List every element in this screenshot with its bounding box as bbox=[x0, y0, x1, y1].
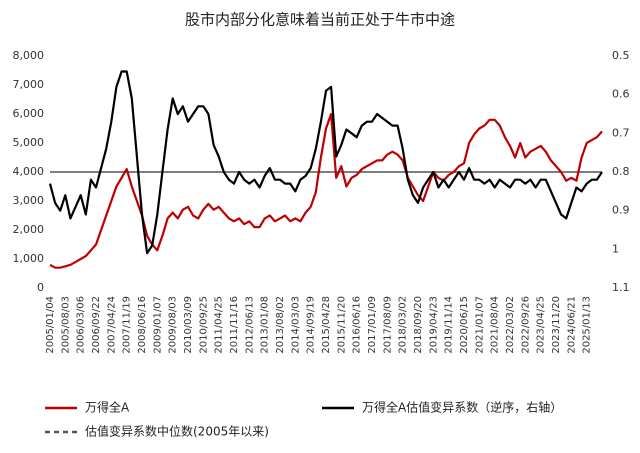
x-tick-label: 2007/11/19 bbox=[122, 296, 133, 354]
x-tick-label: 2022/03/02 bbox=[505, 296, 516, 354]
y-tick-label: 1,000 bbox=[13, 252, 45, 265]
y-tick-label: 2,000 bbox=[13, 223, 45, 236]
x-tick-label: 2023/04/25 bbox=[536, 296, 547, 354]
chart-title: 股市内部分化意味着当前正处于牛市中途 bbox=[185, 11, 455, 29]
y-tick-label: 6,000 bbox=[13, 107, 45, 120]
x-tick-label: 2017/08/09 bbox=[382, 296, 393, 354]
y-tick-label: 0 bbox=[37, 281, 44, 294]
x-tick-label: 2018/09/20 bbox=[413, 296, 424, 354]
legend-label: 万得全A bbox=[85, 400, 130, 415]
x-tick-label: 2008/06/16 bbox=[137, 296, 148, 354]
x-tick-label: 2021/08/04 bbox=[490, 296, 501, 354]
x-tick-label: 2009/01/07 bbox=[152, 296, 163, 354]
x-tick-label: 2022/09/26 bbox=[520, 296, 531, 354]
y-tick-label: 5,000 bbox=[13, 136, 45, 149]
x-tick-label: 2019/04/23 bbox=[428, 296, 439, 354]
y2-tick-label: 1 bbox=[612, 242, 619, 255]
x-tick-label: 2005/01/04 bbox=[45, 296, 56, 354]
x-tick-label: 2025/01/13 bbox=[582, 296, 593, 354]
x-tick-label: 2014/03/03 bbox=[290, 296, 301, 354]
y2-tick-label: 0.8 bbox=[612, 165, 630, 178]
x-tick-label: 2015/11/20 bbox=[336, 296, 347, 354]
x-tick-label: 2010/09/25 bbox=[198, 296, 209, 354]
x-tick-label: 2006/09/22 bbox=[91, 296, 102, 354]
y-tick-label: 7,000 bbox=[13, 78, 45, 91]
y2-tick-label: 1.1 bbox=[612, 281, 630, 294]
x-tick-label: 2016/06/16 bbox=[352, 296, 363, 354]
x-tick-label: 2010/03/09 bbox=[183, 296, 194, 354]
x-tick-label: 2014/09/19 bbox=[306, 296, 317, 354]
y2-tick-label: 0.9 bbox=[612, 204, 630, 217]
x-tick-label: 2023/11/20 bbox=[551, 296, 562, 354]
y2-tick-label: 0.6 bbox=[612, 88, 630, 101]
y2-tick-label: 0.7 bbox=[612, 126, 630, 139]
y-tick-label: 3,000 bbox=[13, 194, 45, 207]
x-tick-label: 2013/08/02 bbox=[275, 296, 286, 354]
series-line bbox=[49, 112, 603, 269]
x-tick-label: 2024/06/21 bbox=[566, 296, 577, 354]
x-tick-label: 2007/04/24 bbox=[106, 296, 117, 354]
x-tick-label: 2015/04/28 bbox=[321, 296, 332, 354]
legend-label: 估值变异系数中位数(2005年以来) bbox=[85, 424, 269, 439]
y-tick-label: 4,000 bbox=[13, 165, 45, 178]
series-line bbox=[48, 70, 603, 255]
legend-label: 万得全A估值变异系数（逆序，右轴） bbox=[362, 400, 562, 415]
x-tick-label: 2009/08/03 bbox=[168, 296, 179, 354]
x-tick-label: 2013/01/08 bbox=[260, 296, 271, 354]
x-tick-label: 2005/08/03 bbox=[60, 296, 71, 354]
x-tick-label: 2018/03/02 bbox=[398, 296, 409, 354]
x-tick-label: 2011/11/16 bbox=[229, 296, 240, 354]
x-tick-label: 2011/04/25 bbox=[214, 296, 225, 354]
x-tick-label: 2017/01/09 bbox=[367, 296, 378, 354]
x-tick-label: 2019/11/14 bbox=[444, 296, 455, 354]
x-tick-label: 2020/06/15 bbox=[459, 296, 470, 354]
y-tick-label: 8,000 bbox=[13, 49, 45, 62]
x-tick-label: 2006/03/06 bbox=[76, 296, 87, 354]
x-tick-label: 2012/06/13 bbox=[244, 296, 255, 354]
y2-tick-label: 0.5 bbox=[612, 49, 630, 62]
x-tick-label: 2021/01/07 bbox=[474, 296, 485, 354]
